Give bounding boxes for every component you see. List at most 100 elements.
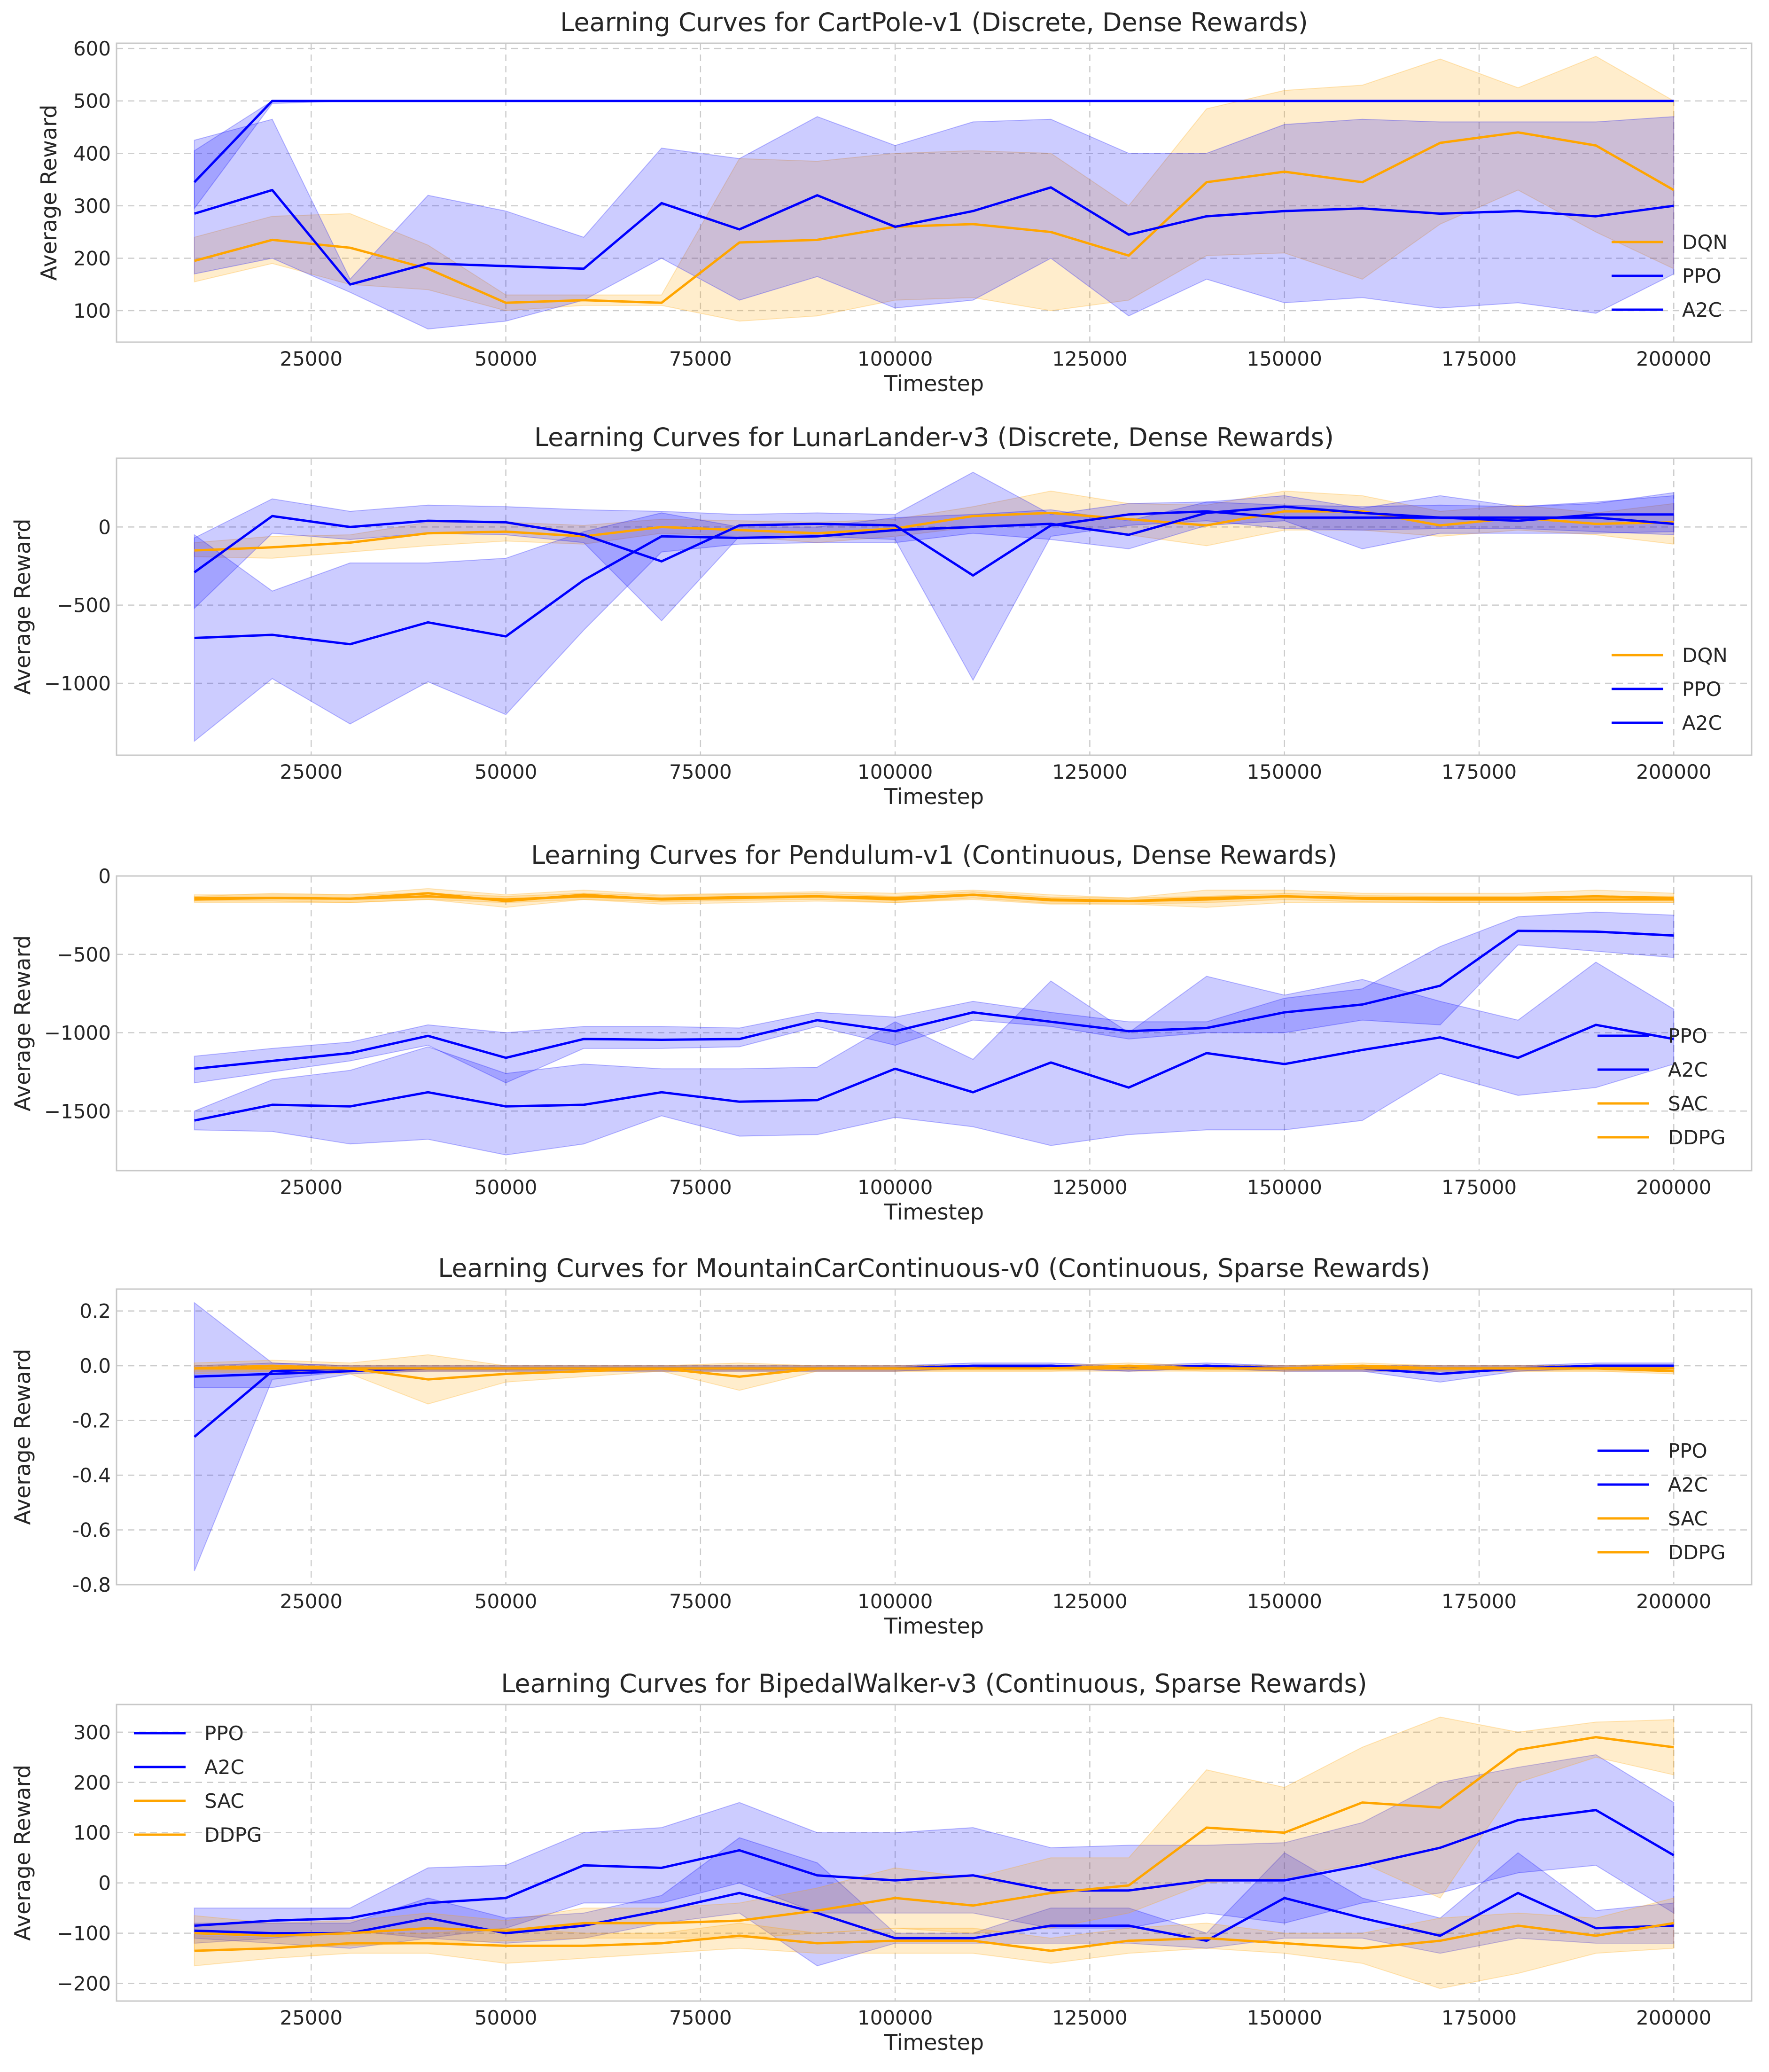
x-tick-label: 200000 <box>1636 2006 1711 2029</box>
x-axis-label: Timestep <box>884 371 984 396</box>
tick-labels: 25000 50000 75000 100000 125000 150000 175000 2… <box>44 516 1712 783</box>
series-line-a2c <box>194 505 1674 646</box>
y-axis-label: Average Reward <box>10 519 35 695</box>
chart-panel-4: Learning Curves for MountainCarContinuou… <box>10 1253 1753 1639</box>
y-tick-label: 200 <box>73 1771 111 1794</box>
x-tick-label: 50000 <box>475 1176 538 1199</box>
band-dqn <box>194 55 1675 322</box>
x-tick-label: 125000 <box>1052 1590 1127 1613</box>
y-tick-label: -0.6 <box>72 1519 111 1542</box>
confidence-bands <box>194 55 1675 330</box>
x-tick-label: 75000 <box>669 1176 732 1199</box>
chart-title: Learning Curves for Pendulum-v1 (Continu… <box>531 840 1337 870</box>
x-tick-label: 25000 <box>280 1176 343 1199</box>
series-line-ppo <box>194 1809 1675 1927</box>
series-line-a2c <box>194 1892 1674 1942</box>
y-tick-label: -0.8 <box>72 1573 111 1596</box>
x-tick-label: 125000 <box>1052 1176 1127 1199</box>
legend: DQN PPO A2C <box>1612 231 1728 321</box>
y-tick-label: −100 <box>57 1922 111 1945</box>
y-tick-label: 0.0 <box>79 1354 111 1377</box>
y-tick-label: 0 <box>98 865 111 888</box>
tick-labels: 25000 50000 75000 100000 125000 150000 175000 2… <box>44 865 1712 1199</box>
x-tick-label: 25000 <box>280 347 343 370</box>
band-ppo <box>194 911 1675 1084</box>
x-tick-label: 50000 <box>475 2006 538 2029</box>
tick-labels: 25000 50000 75000 100000 125000 150000 175000 2… <box>72 1300 1711 1613</box>
band-ddpg <box>194 1897 1675 1989</box>
chart-panel-5: Learning Curves for BipedalWalker-v3 (Co… <box>10 1669 1753 2055</box>
band-ppo <box>194 1754 1675 1944</box>
legend: PPO A2C SAC DDPG <box>1598 1439 1726 1564</box>
x-tick-label: 200000 <box>1636 1590 1711 1613</box>
y-tick-label: -0.2 <box>72 1409 111 1432</box>
series-lines <box>194 505 1674 646</box>
y-tick-label: 0 <box>98 516 111 539</box>
series-line-ddpg <box>194 1922 1674 1952</box>
y-tick-label: 300 <box>73 1721 111 1744</box>
x-tick-label: 75000 <box>669 1590 732 1613</box>
legend-label: DDPG <box>1668 1126 1726 1149</box>
series-line-ppo <box>193 100 1674 183</box>
legend-label: PPO <box>1682 265 1722 288</box>
x-tick-label: 175000 <box>1442 1176 1517 1199</box>
gridlines <box>117 458 1752 755</box>
x-tick-label: 175000 <box>1442 2006 1517 2029</box>
y-axis-label: Average Reward <box>10 935 35 1111</box>
plot-frame <box>116 1704 1753 2002</box>
y-tick-label: 600 <box>73 37 111 60</box>
tick-labels: 25000 50000 75000 100000 125000 150000 175000 2… <box>73 37 1712 370</box>
x-tick-label: 200000 <box>1636 760 1711 783</box>
band-sac <box>194 1716 1675 1952</box>
x-tick-label: 100000 <box>857 347 933 370</box>
y-tick-label: 200 <box>73 247 111 270</box>
y-tick-label: −500 <box>57 943 111 966</box>
x-tick-label: 50000 <box>475 1590 538 1613</box>
series-line-ddpg <box>194 893 1674 902</box>
legend-label: PPO <box>1682 678 1722 701</box>
y-axis-label: Average Reward <box>10 1349 35 1525</box>
x-tick-label: 75000 <box>669 2006 732 2029</box>
band-a2c <box>194 116 1675 330</box>
x-tick-label: 75000 <box>669 347 732 370</box>
legend-label: SAC <box>204 1790 244 1813</box>
y-tick-label: 100 <box>73 1822 111 1845</box>
plot-frame <box>116 1288 1753 1586</box>
x-tick-label: 125000 <box>1052 2006 1127 2029</box>
y-tick-label: 100 <box>73 299 111 322</box>
chart-title: Learning Curves for BipedalWalker-v3 (Co… <box>501 1669 1367 1698</box>
x-tick-label: 150000 <box>1247 1590 1322 1613</box>
x-tick-label: 150000 <box>1247 2006 1322 2029</box>
series-line-sac <box>194 1736 1674 1937</box>
legend-label: PPO <box>1668 1024 1707 1048</box>
series-line-a2c <box>194 1024 1674 1122</box>
legend-label: PPO <box>204 1722 244 1745</box>
x-axis-label: Timestep <box>884 1613 984 1639</box>
legend-label: DDPG <box>1668 1541 1726 1564</box>
y-tick-label: 0.2 <box>79 1300 111 1323</box>
chart-title: Learning Curves for LunarLander-v3 (Disc… <box>534 422 1334 452</box>
confidence-bands <box>194 1716 1675 1989</box>
series-line-ppo <box>194 930 1674 1070</box>
y-axis-label: Average Reward <box>10 1765 35 1941</box>
chart-title: Learning Curves for CartPole-v1 (Discret… <box>560 8 1308 37</box>
legend-label: A2C <box>1682 712 1722 735</box>
y-tick-label: 500 <box>73 90 111 113</box>
series-line-a2c <box>194 186 1674 286</box>
tick-labels: 25000 50000 75000 100000 125000 150000 175000 2… <box>57 1721 1712 2029</box>
series-lines <box>193 100 1675 304</box>
band-ppo <box>194 471 1675 681</box>
x-tick-label: 25000 <box>280 1590 343 1613</box>
x-tick-label: 50000 <box>475 347 538 370</box>
series-line-dqn <box>194 131 1675 304</box>
legend-label: SAC <box>1668 1092 1708 1115</box>
x-tick-label: 25000 <box>280 2006 343 2029</box>
legend-label: DDPG <box>204 1823 262 1846</box>
legend-label: A2C <box>1668 1473 1708 1496</box>
chart-title: Learning Curves for MountainCarContinuou… <box>438 1253 1430 1283</box>
y-tick-label: -0.4 <box>72 1464 111 1487</box>
series-line-dqn <box>194 510 1674 552</box>
x-axis-label: Timestep <box>884 2030 984 2055</box>
x-tick-label: 125000 <box>1052 760 1127 783</box>
